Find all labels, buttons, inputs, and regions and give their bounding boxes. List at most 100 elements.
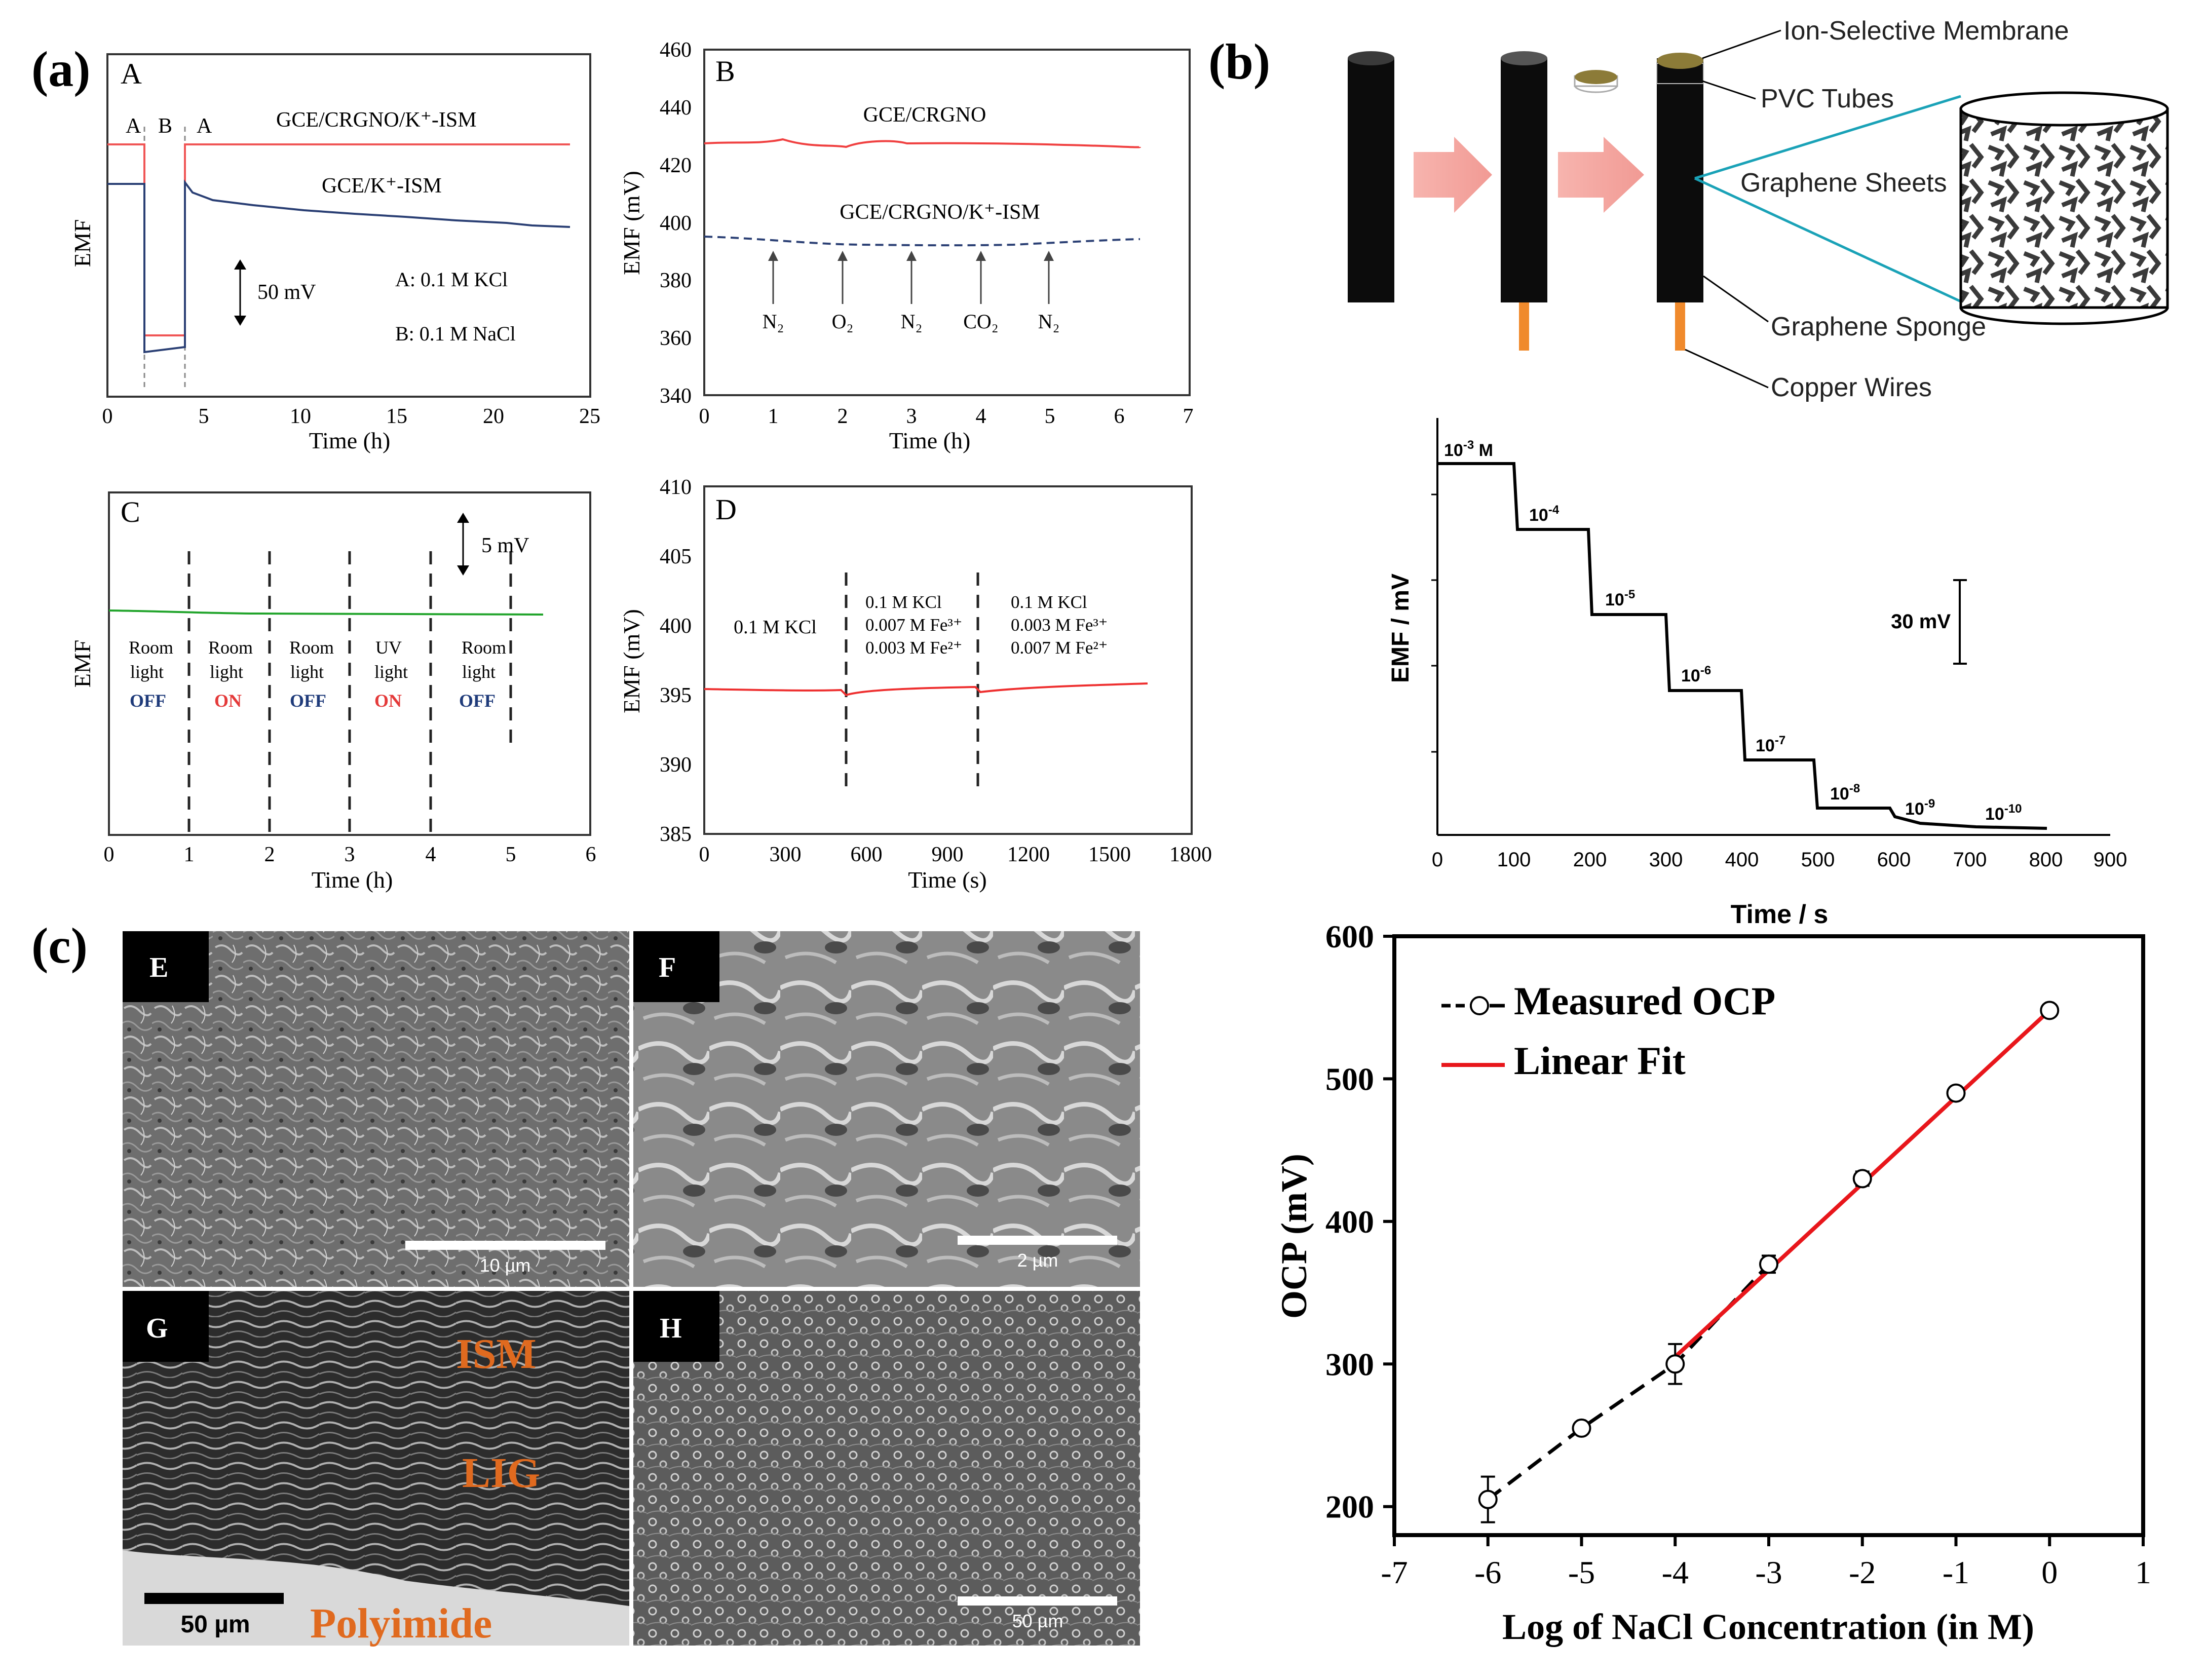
panel-a-xtick: 15 xyxy=(386,405,407,428)
step-xtick: 800 xyxy=(2029,849,2063,871)
panel-c-cond: Room xyxy=(208,637,253,658)
ocp-data-point xyxy=(1478,1490,1498,1509)
step-chart-xlabel: Time / s xyxy=(1731,900,1829,929)
panel-b-gas: N₂ xyxy=(1038,310,1060,333)
panel-c-cond: Room xyxy=(462,637,506,658)
panel-c-cond: light xyxy=(290,662,324,682)
panel-d-seg3: 0.003 M Fe³⁺ xyxy=(1011,615,1108,635)
step-xtick: 200 xyxy=(1573,849,1607,871)
panel-b-gas: N₂ xyxy=(763,310,784,333)
sem-f-letter: F xyxy=(659,952,676,983)
panel-b-xtick: 4 xyxy=(976,405,986,428)
panel-c-xlabel: Time (h) xyxy=(312,867,393,893)
panel-a-series-top xyxy=(107,143,570,336)
ocp-xtick-label: -1 xyxy=(1943,1554,1969,1590)
ocp-data-point xyxy=(1665,1354,1685,1374)
ocp-ytick-label: 200 xyxy=(1325,1489,1374,1525)
sem-e-letter: E xyxy=(149,952,168,983)
panel-d-series xyxy=(704,682,1148,697)
panel-a-xtick: 0 xyxy=(102,405,113,428)
ocp-data-point xyxy=(1572,1418,1591,1438)
panel-b-xtick: 2 xyxy=(838,405,848,428)
legend-fit-label: Linear Fit xyxy=(1514,1039,1686,1083)
chart-panel-c: C 5 mV Room light OFF Room light ON Room… xyxy=(69,491,596,893)
panel-c-xtick: 0 xyxy=(104,843,115,866)
ocp-xlabel: Log of NaCl Concentration (in M) xyxy=(1502,1607,2034,1647)
ocp-ytick-label: 300 xyxy=(1325,1346,1374,1382)
panel-c-cond: UV xyxy=(375,637,402,658)
panel-b-series-bottom xyxy=(704,236,1140,247)
panel-a-ylabel: EMF xyxy=(69,219,95,268)
schematic-label: Ion-Selective Membrane xyxy=(1783,16,2069,46)
chart-panel-d: D 0.1 M KCl 0.1 M KCl 0.007 M Fe³⁺ 0.003… xyxy=(619,476,1212,893)
schematic-label: Graphene Sheets xyxy=(1740,168,1947,198)
panel-c-xtick: 6 xyxy=(586,843,596,866)
panel-c-xtick: 2 xyxy=(264,843,275,866)
panel-d-xtick: 600 xyxy=(851,843,883,866)
step-chart-line xyxy=(1437,462,2047,830)
panel-b-ytick: 360 xyxy=(660,327,692,350)
ocp-ytick-label: 500 xyxy=(1325,1061,1374,1097)
panel-label-b: (b) xyxy=(1208,33,1270,90)
step-xtick: 500 xyxy=(1801,849,1835,871)
panel-d-ytick: 385 xyxy=(660,823,692,846)
legend-measured-marker xyxy=(1470,996,1489,1015)
sem-h-letter: H xyxy=(660,1313,682,1344)
panel-d-seg2: 0.1 M KCl xyxy=(865,592,942,612)
sem-f-scale: 2 µm xyxy=(1017,1250,1058,1271)
ocp-ylabel: OCP (mV) xyxy=(1274,1154,1314,1319)
panel-a-xtick: 20 xyxy=(483,405,504,428)
schematic-label: Graphene Sponge xyxy=(1771,312,1986,341)
ocp-xtick-label: -6 xyxy=(1474,1554,1501,1590)
step-label: 10-6 xyxy=(1681,664,1711,685)
panel-c-state: ON xyxy=(374,691,402,711)
ocp-xtick-label: -4 xyxy=(1662,1554,1689,1590)
panel-a-series-bottom xyxy=(107,179,570,354)
panel-a-label-bottom: GCE/K⁺-ISM xyxy=(322,174,442,198)
panel-c-cond: Room xyxy=(129,637,173,658)
panel-d-seg2: 0.003 M Fe²⁺ xyxy=(865,638,962,658)
panel-b-label-top: GCE/CRGNO xyxy=(863,103,986,127)
panel-d-ytick: 410 xyxy=(660,476,692,499)
step-chart-ylabel: EMF / mV xyxy=(1387,574,1414,683)
panel-d-seg1: 0.1 M KCl xyxy=(734,617,817,638)
step-label: 10-3 M xyxy=(1444,438,1493,460)
panel-c-cond: light xyxy=(130,662,164,682)
panel-d-seg3: 0.007 M Fe²⁺ xyxy=(1011,638,1108,658)
panel-c-cond: light xyxy=(210,662,243,682)
panel-c-letter: C xyxy=(121,495,140,528)
panel-a-xtick: 25 xyxy=(579,405,600,428)
panel-d-ylabel: EMF (mV) xyxy=(619,609,644,713)
ocp-xtick-label: -2 xyxy=(1849,1554,1876,1590)
ocp-xtick-label: -7 xyxy=(1381,1554,1408,1590)
panel-b-xtick: 3 xyxy=(906,405,917,428)
panel-c-state: ON xyxy=(214,691,242,711)
panel-d-xtick: 1800 xyxy=(1169,843,1212,866)
panel-b-xtick: 5 xyxy=(1045,405,1055,428)
panel-c-cond: Room xyxy=(289,637,334,658)
sem-g-label-lig: LIG xyxy=(462,1449,540,1497)
panel-c-ylabel: EMF xyxy=(69,640,95,688)
step-xtick: 300 xyxy=(1649,849,1683,871)
step-xtick: 900 xyxy=(2094,849,2127,871)
ocp-data-point xyxy=(2040,1001,2060,1020)
panel-d-xtick: 1500 xyxy=(1088,843,1131,866)
ocp-xtick-label: -5 xyxy=(1568,1554,1595,1590)
panel-c-scale: 5 mV xyxy=(481,534,529,557)
ocp-data-point xyxy=(1946,1083,1966,1103)
panel-d-letter: D xyxy=(715,493,737,526)
step-label: 10-10 xyxy=(1985,802,2022,824)
step-chart-scale: 30 mV xyxy=(1891,610,1951,633)
ocp-ytick-label: 600 xyxy=(1325,919,1374,954)
panel-d-xtick: 0 xyxy=(699,843,710,866)
panel-b-xtick: 1 xyxy=(768,405,779,428)
ocp-data-point xyxy=(1759,1254,1778,1274)
step-xtick: 100 xyxy=(1497,849,1531,871)
panel-d-ytick: 395 xyxy=(660,684,692,707)
sem-e-scale: 10 µm xyxy=(480,1255,531,1276)
panel-b-ylabel: EMF (mV) xyxy=(619,171,644,275)
panel-a-letter: A xyxy=(121,57,142,90)
panel-d-ytick: 405 xyxy=(660,545,692,568)
panel-b-ytick: 380 xyxy=(660,269,692,292)
step-xtick: 600 xyxy=(1877,849,1911,871)
